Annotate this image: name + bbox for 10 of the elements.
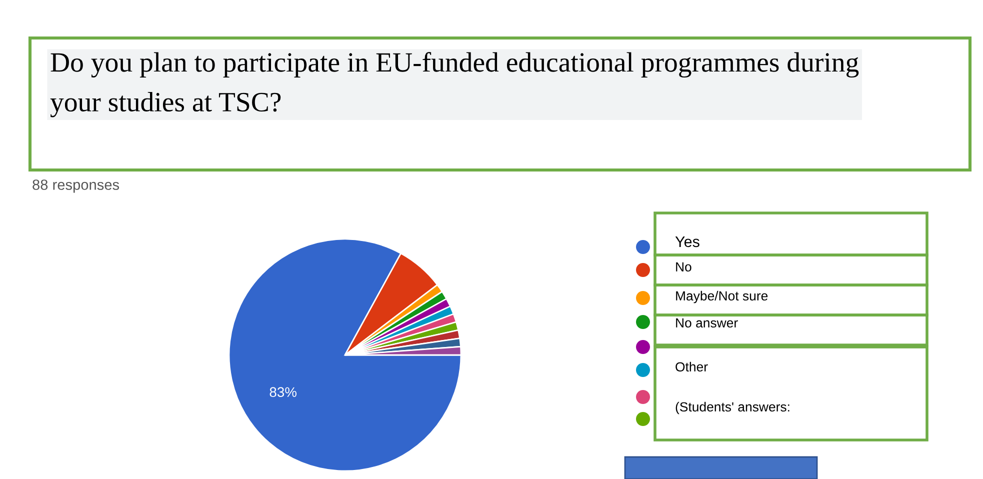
legend-label: Maybe/Not sure — [676, 290, 768, 304]
chart-title: Do you plan to participate in EU-funded educational programmes during your studies at TSC? — [50, 52, 859, 118]
legend-label: No — [676, 262, 692, 272]
legend-label: Other — [676, 362, 708, 372]
legend-label: No answer — [676, 318, 738, 328]
data-label: 83% — [270, 387, 296, 398]
legend-label: Yes — [675, 236, 700, 248]
text: (Students' answers: — [676, 402, 790, 414]
pie-slice — [228, 238, 462, 472]
text: 88 responses — [32, 180, 120, 193]
